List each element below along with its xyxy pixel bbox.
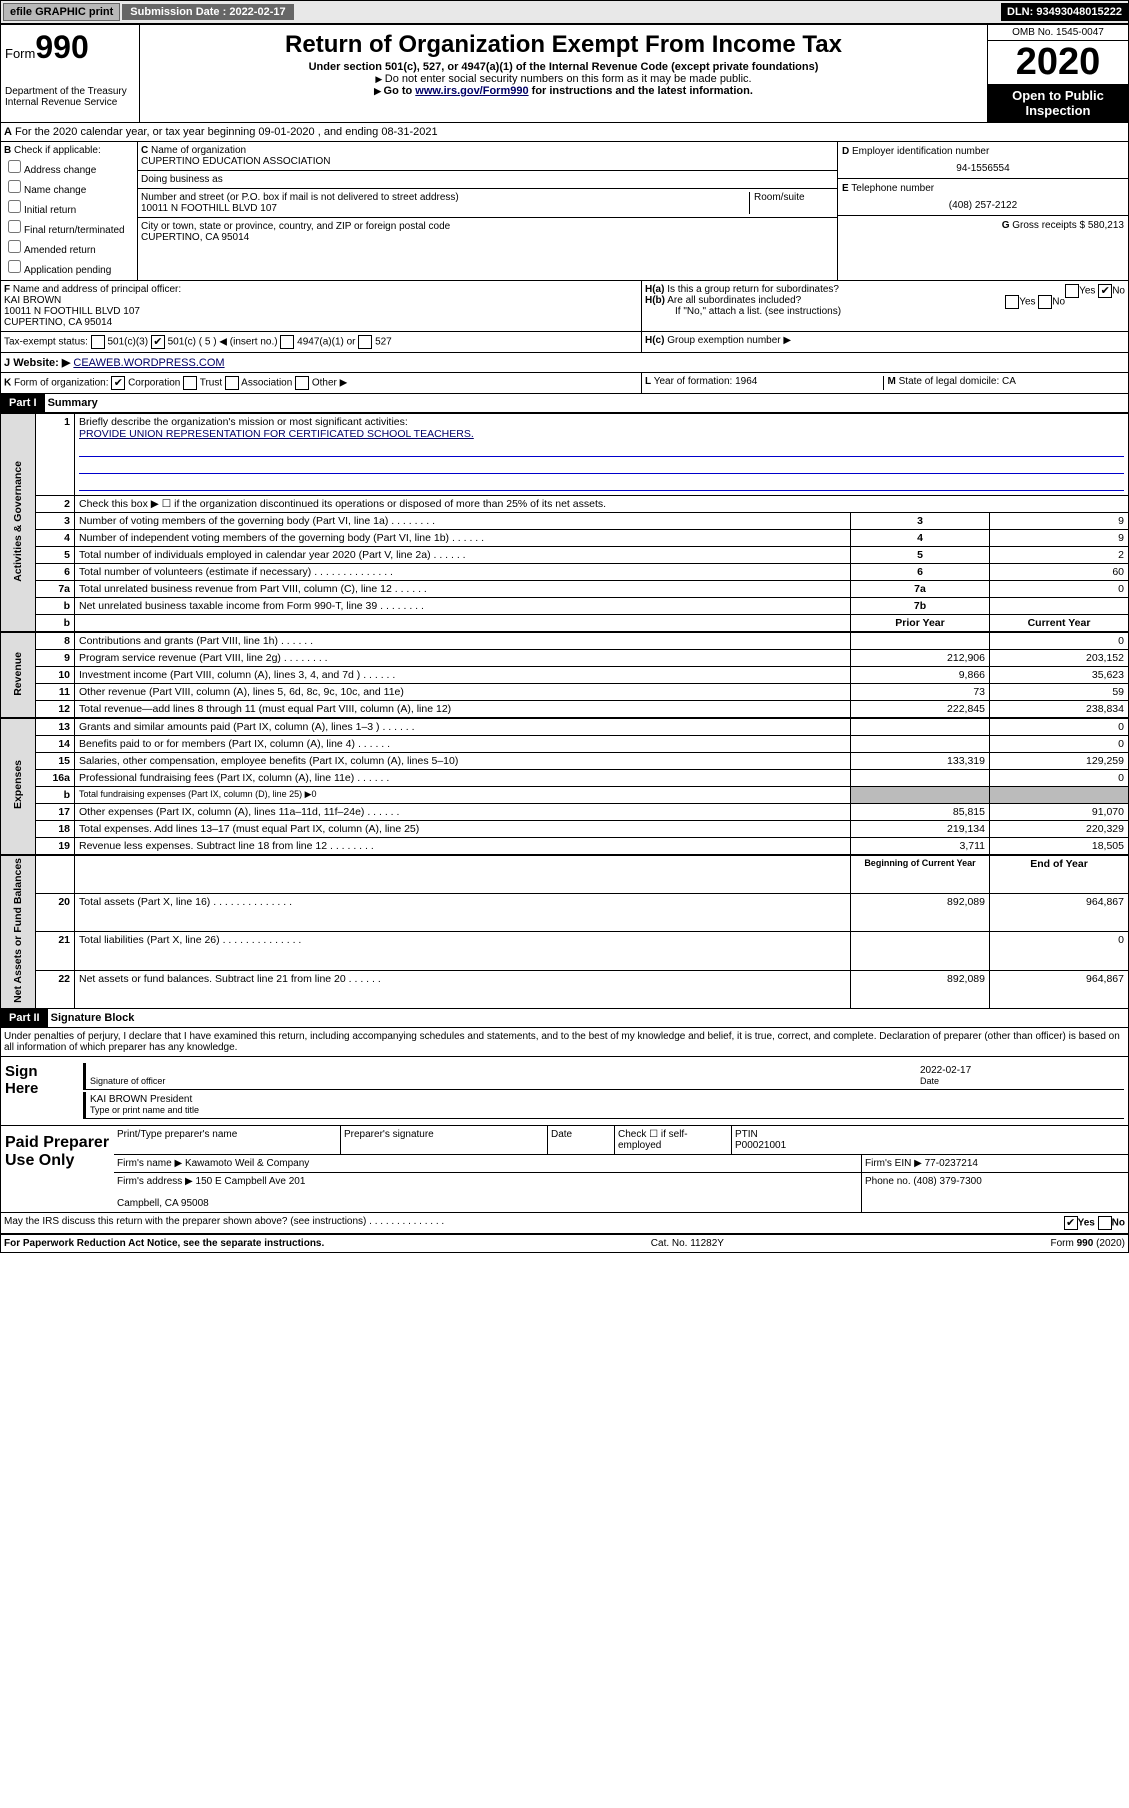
note-link: Go to www.irs.gov/Form990 for instructio… xyxy=(144,85,983,97)
form-title: Return of Organization Exempt From Incom… xyxy=(144,31,983,59)
tax-exempt-status: Tax-exempt status: 501(c)(3) ✔ 501(c) ( … xyxy=(1,332,641,352)
discuss-row: May the IRS discuss this return with the… xyxy=(0,1213,1129,1234)
part2-title: Signature Block xyxy=(51,1012,135,1024)
open-to-public: Open to Public Inspection xyxy=(988,84,1128,122)
section-b: B Check if applicable: Address change Na… xyxy=(1,142,138,280)
declaration: Under penalties of perjury, I declare th… xyxy=(0,1028,1129,1057)
cb-final-return[interactable] xyxy=(8,220,21,233)
cb-pending[interactable] xyxy=(8,260,21,273)
section-l: L Year of formation: 1964 xyxy=(645,376,884,390)
expenses-table: Expenses 13Grants and similar amounts pa… xyxy=(0,718,1129,855)
sign-here-label: Sign Here xyxy=(1,1057,79,1125)
side-label-revenue: Revenue xyxy=(12,652,24,696)
dln: DLN: 93493048015222 xyxy=(1001,3,1128,21)
cb-address-change[interactable] xyxy=(8,160,21,173)
section-f: F Name and address of principal officer:… xyxy=(1,281,641,331)
tax-year: 2020 xyxy=(988,41,1128,84)
section-m: M State of legal domicile: CA xyxy=(884,376,1126,390)
section-j: J Website: ▶ CEAWEB.WORDPRESS.COM xyxy=(0,353,1129,373)
section-d: D Employer identification number94-15565… xyxy=(838,142,1128,179)
paid-preparer: Paid Preparer Use Only Print/Type prepar… xyxy=(0,1126,1129,1213)
section-hc: H(c) Group exemption number ▶ xyxy=(641,332,1128,352)
cb-initial-return[interactable] xyxy=(8,200,21,213)
cat-no: Cat. No. 11282Y xyxy=(651,1238,724,1249)
netassets-table: Net Assets or Fund Balances Beginning of… xyxy=(0,855,1129,1009)
form-footer: Form 990 (2020) xyxy=(1051,1238,1125,1249)
note-ssn: Do not enter social security numbers on … xyxy=(144,73,983,85)
side-label-governance: Activities & Governance xyxy=(12,461,24,582)
dept-treasury: Department of the Treasury Internal Reve… xyxy=(5,86,135,108)
cb-name-change[interactable] xyxy=(8,180,21,193)
paperwork-notice: For Paperwork Reduction Act Notice, see … xyxy=(4,1238,324,1249)
form-header: Form990 Department of the Treasury Inter… xyxy=(0,24,1129,123)
section-g: G Gross receipts $ 580,213 xyxy=(838,216,1128,235)
paid-preparer-label: Paid Preparer Use Only xyxy=(1,1126,114,1212)
section-c: C Name of organizationCUPERTINO EDUCATIO… xyxy=(138,142,837,280)
subtitle: Under section 501(c), 527, or 4947(a)(1)… xyxy=(144,61,983,73)
section-k: K Form of organization: ✔ Corporation Tr… xyxy=(1,373,641,393)
form-number: Form990 xyxy=(5,29,135,66)
side-label-expenses: Expenses xyxy=(12,760,24,809)
revenue-table: Revenue 8Contributions and grants (Part … xyxy=(0,632,1129,718)
cb-amended[interactable] xyxy=(8,240,21,253)
section-e: E Telephone number(408) 257-2122 xyxy=(838,179,1128,216)
side-label-netassets: Net Assets or Fund Balances xyxy=(12,858,24,1003)
submission-date: Submission Date : 2022-02-17 xyxy=(122,4,293,20)
efile-badge: efile GRAPHIC print xyxy=(3,3,120,21)
line-a: A For the 2020 calendar year, or tax yea… xyxy=(0,123,1129,142)
part1-title: Summary xyxy=(48,397,98,409)
part1-header: Part I xyxy=(1,394,45,412)
omb-number: OMB No. 1545-0047 xyxy=(988,25,1128,41)
topbar: efile GRAPHIC print Submission Date : 20… xyxy=(0,0,1129,24)
part2-header: Part II xyxy=(1,1009,48,1027)
section-h: H(a) Is this a group return for subordin… xyxy=(641,281,1128,331)
summary-table: Activities & Governance 1Briefly describ… xyxy=(0,413,1129,632)
